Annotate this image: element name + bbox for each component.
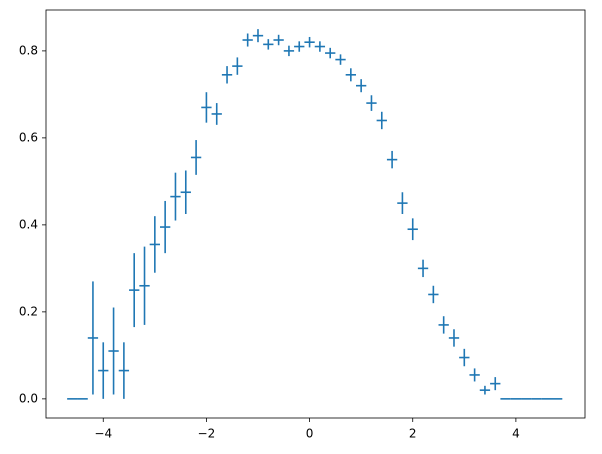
x-tick-label: 4 xyxy=(512,427,520,441)
y-tick-label: 0.8 xyxy=(19,43,38,57)
y-tick-label: 0.4 xyxy=(19,217,38,231)
y-tick-label: 0.2 xyxy=(19,304,38,318)
plot-frame xyxy=(45,9,586,419)
x-tick-label: 0 xyxy=(306,427,314,441)
x-tick-label: −2 xyxy=(198,427,216,441)
y-tick-label: 0.0 xyxy=(19,391,38,405)
x-tick-label: −4 xyxy=(94,427,112,441)
y-tick-label: 0.6 xyxy=(19,130,38,144)
x-tick-label: 2 xyxy=(409,427,417,441)
